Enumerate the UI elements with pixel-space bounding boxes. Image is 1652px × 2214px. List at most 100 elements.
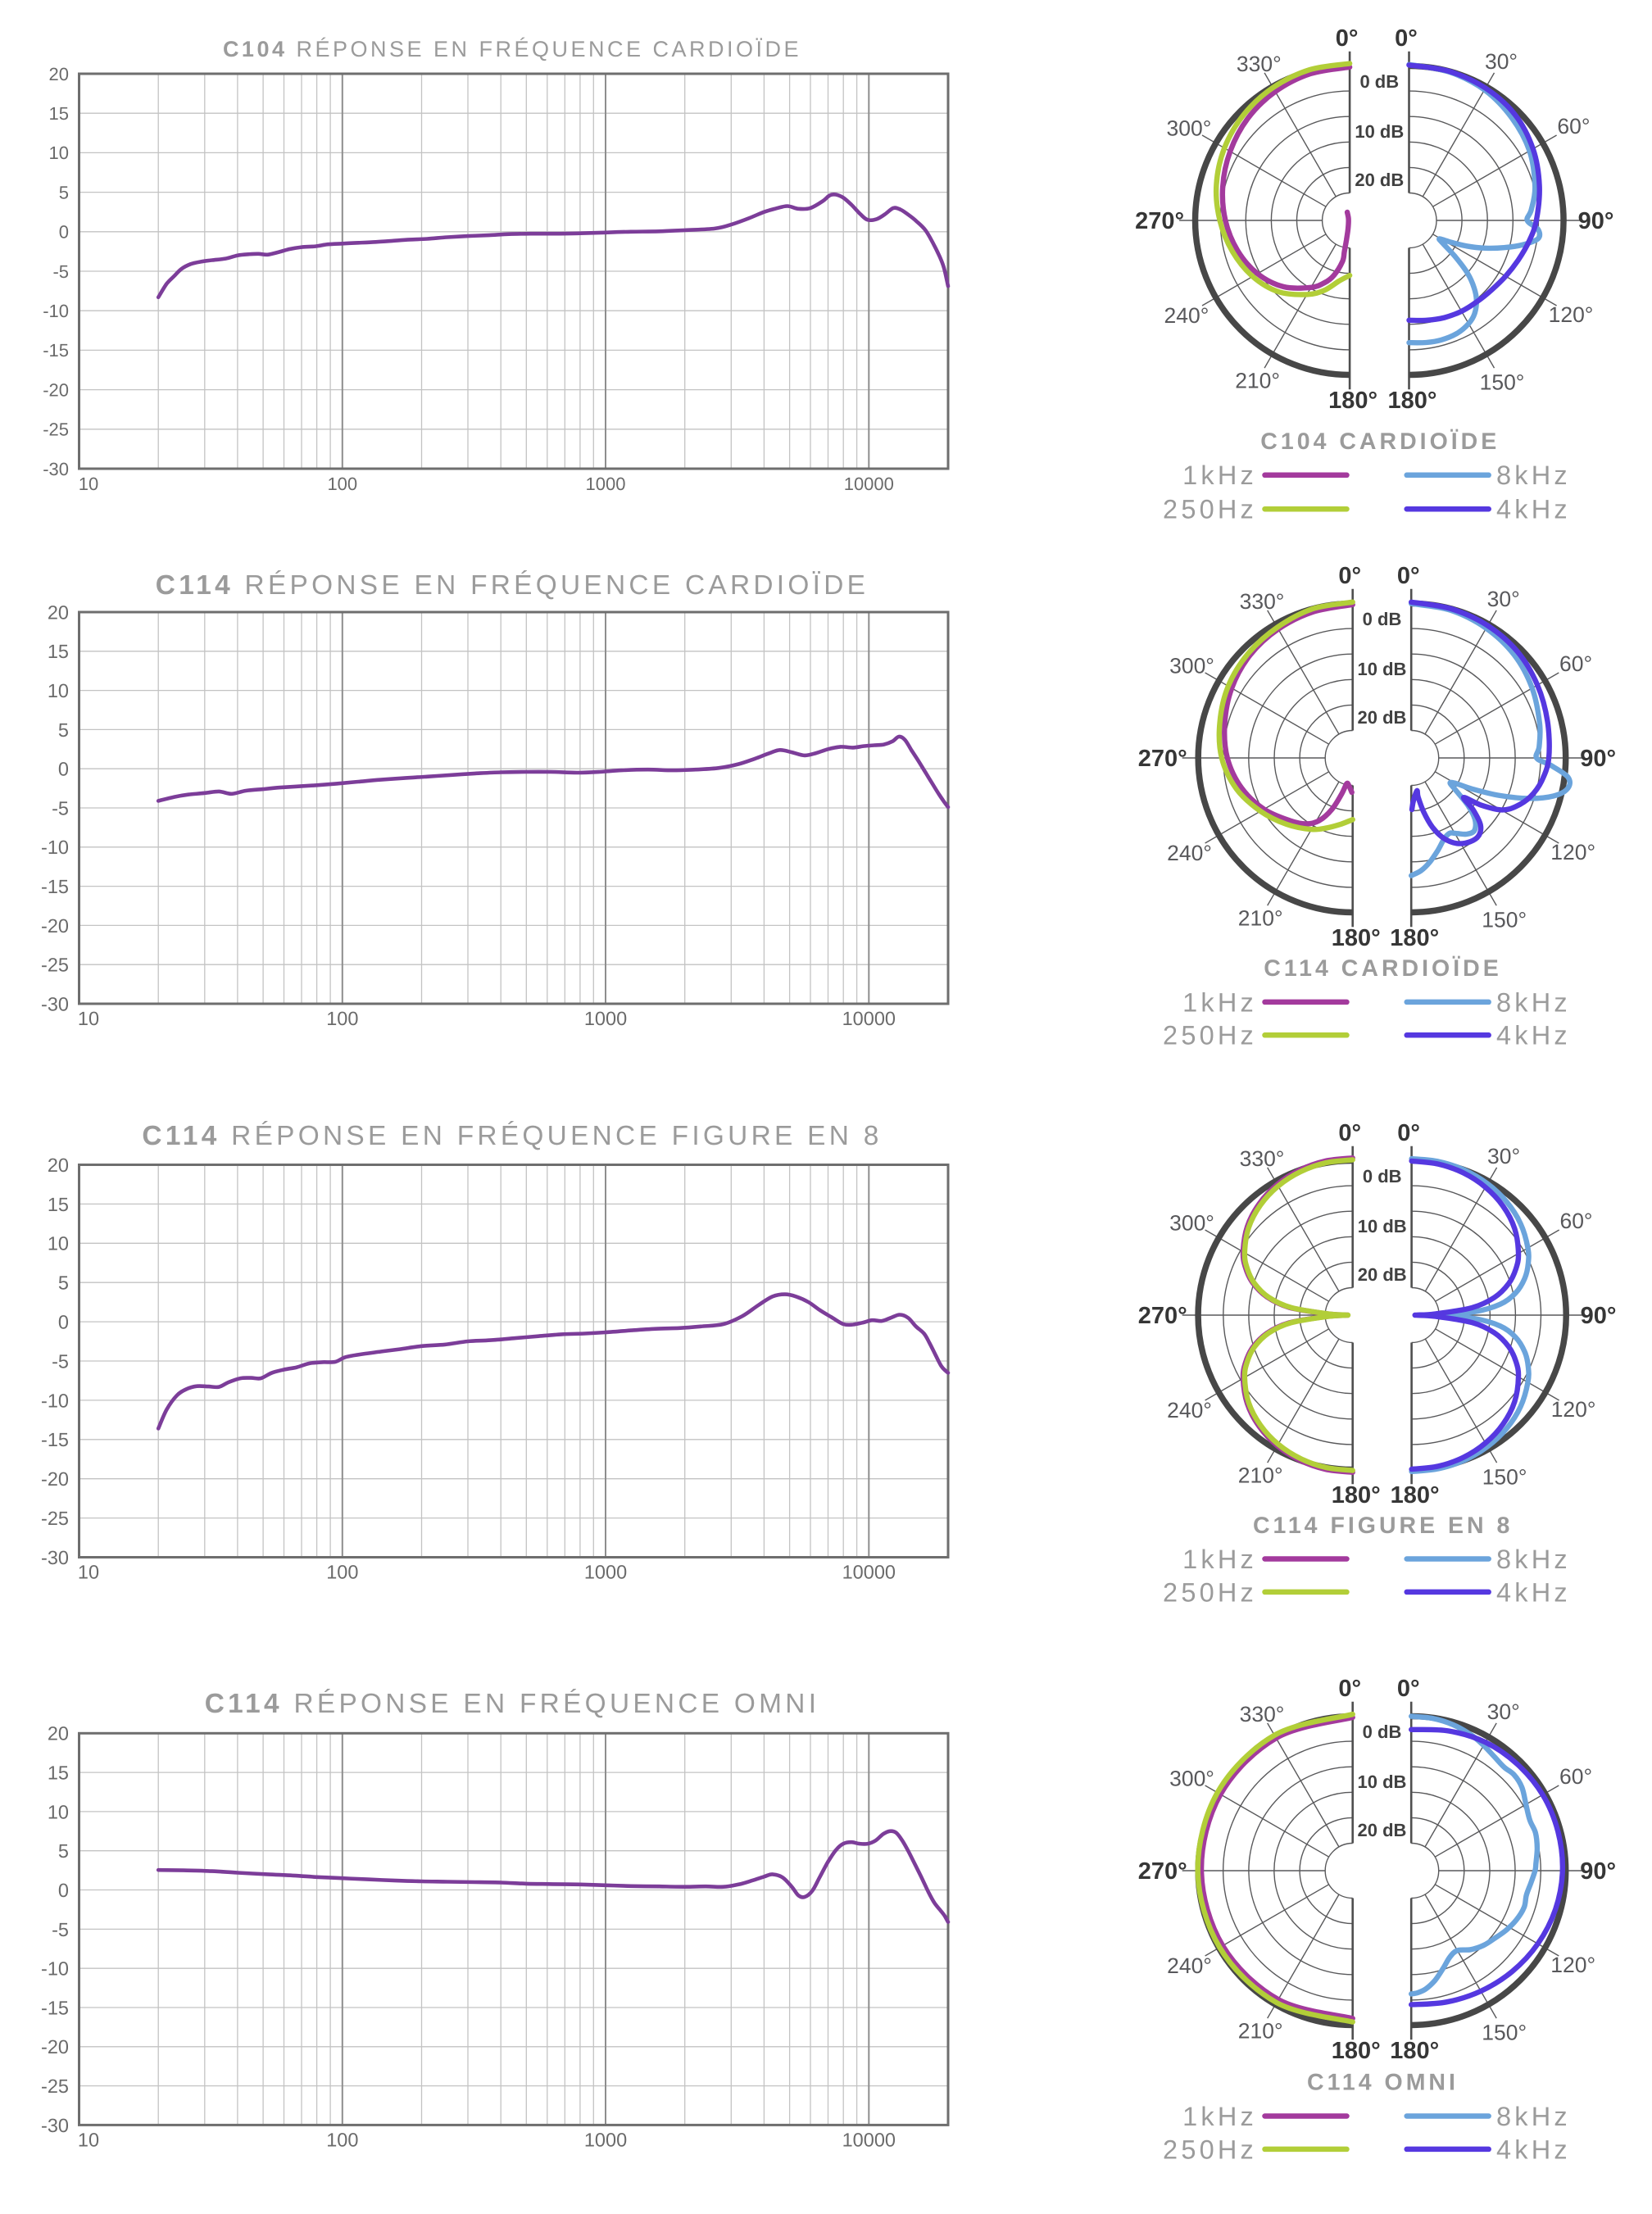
svg-text:10: 10 [48, 680, 69, 701]
svg-text:150°: 150° [1480, 370, 1525, 394]
svg-text:10 dB: 10 dB [1358, 1216, 1407, 1236]
svg-text:15: 15 [48, 1194, 69, 1215]
svg-text:60°: 60° [1559, 1209, 1592, 1233]
svg-text:-5: -5 [52, 1919, 69, 1940]
svg-text:270°: 270° [1138, 746, 1187, 772]
svg-text:-10: -10 [41, 1390, 69, 1411]
svg-text:5: 5 [58, 1273, 69, 1294]
svg-text:C114 RÉPONSE EN FRÉQUENCE CARD: C114 RÉPONSE EN FRÉQUENCE CARDIOÏDE [156, 570, 869, 601]
svg-text:5: 5 [58, 1840, 69, 1862]
svg-text:5: 5 [58, 719, 69, 741]
svg-text:4kHz: 4kHz [1496, 2135, 1571, 2164]
svg-text:1000: 1000 [584, 1008, 627, 1029]
svg-text:1kHz: 1kHz [1182, 987, 1257, 1017]
svg-text:10: 10 [78, 1562, 99, 1583]
svg-text:0°: 0° [1397, 563, 1420, 589]
svg-text:330°: 330° [1237, 52, 1282, 76]
svg-text:210°: 210° [1238, 1463, 1283, 1488]
svg-text:300°: 300° [1169, 1211, 1214, 1236]
svg-text:20 dB: 20 dB [1358, 1820, 1407, 1840]
svg-text:0°: 0° [1336, 25, 1359, 52]
svg-text:15: 15 [48, 1763, 69, 1784]
svg-text:240°: 240° [1167, 1953, 1212, 1978]
svg-text:-15: -15 [41, 876, 69, 897]
svg-text:120°: 120° [1550, 840, 1595, 864]
svg-text:8kHz: 8kHz [1496, 1545, 1571, 1574]
svg-text:10: 10 [78, 2129, 99, 2150]
svg-text:C114 FIGURE EN 8: C114 FIGURE EN 8 [1253, 1513, 1513, 1539]
svg-text:30°: 30° [1487, 1699, 1520, 1724]
svg-text:C104 CARDIOÏDE: C104 CARDIOÏDE [1260, 429, 1500, 455]
svg-text:8kHz: 8kHz [1496, 460, 1571, 490]
svg-text:4kHz: 4kHz [1496, 1577, 1571, 1607]
svg-text:60°: 60° [1559, 651, 1592, 676]
svg-text:30°: 30° [1485, 49, 1518, 74]
svg-text:90°: 90° [1578, 208, 1614, 234]
svg-text:20: 20 [48, 1155, 69, 1176]
svg-text:-10: -10 [41, 837, 69, 858]
svg-text:0°: 0° [1397, 1120, 1420, 1146]
svg-text:10 dB: 10 dB [1358, 659, 1407, 679]
svg-text:10000: 10000 [842, 1562, 896, 1583]
svg-text:100: 100 [326, 1008, 358, 1029]
svg-text:-5: -5 [52, 797, 69, 819]
svg-text:180°: 180° [1390, 2038, 1439, 2064]
svg-text:10: 10 [48, 1233, 69, 1254]
svg-text:1000: 1000 [584, 2129, 627, 2150]
svg-text:-20: -20 [41, 1468, 69, 1490]
svg-text:10000: 10000 [844, 474, 894, 494]
svg-text:210°: 210° [1238, 2019, 1283, 2044]
svg-text:250Hz: 250Hz [1163, 2135, 1257, 2164]
svg-text:120°: 120° [1549, 302, 1594, 327]
svg-text:330°: 330° [1240, 1702, 1285, 1726]
svg-text:120°: 120° [1550, 1953, 1595, 1977]
svg-text:-5: -5 [52, 1350, 69, 1372]
svg-text:10: 10 [48, 1801, 69, 1822]
svg-text:210°: 210° [1235, 369, 1280, 393]
svg-text:-30: -30 [41, 993, 69, 1014]
svg-text:8kHz: 8kHz [1496, 987, 1571, 1017]
svg-text:240°: 240° [1167, 1398, 1212, 1422]
svg-text:0: 0 [58, 1312, 69, 1333]
svg-text:60°: 60° [1559, 1764, 1592, 1789]
svg-text:0: 0 [58, 1880, 69, 1901]
svg-text:0 dB: 0 dB [1359, 71, 1399, 92]
svg-text:C114 RÉPONSE EN FRÉQUENCE FIGU: C114 RÉPONSE EN FRÉQUENCE FIGURE EN 8 [142, 1121, 882, 1151]
svg-text:0°: 0° [1338, 563, 1361, 589]
svg-text:5: 5 [59, 182, 69, 202]
svg-text:C104 RÉPONSE EN FRÉQUENCE CARD: C104 RÉPONSE EN FRÉQUENCE CARDIOÏDE [223, 37, 801, 61]
svg-text:90°: 90° [1580, 1858, 1616, 1885]
svg-text:60°: 60° [1557, 114, 1590, 138]
svg-text:15: 15 [48, 641, 69, 662]
svg-text:240°: 240° [1167, 841, 1212, 865]
svg-text:10 dB: 10 dB [1355, 121, 1404, 142]
svg-text:0: 0 [58, 759, 69, 780]
svg-text:20: 20 [48, 601, 69, 623]
svg-text:10: 10 [79, 474, 98, 494]
svg-text:180°: 180° [1391, 1482, 1440, 1509]
svg-text:150°: 150° [1482, 1464, 1527, 1489]
svg-text:300°: 300° [1166, 116, 1211, 141]
svg-text:4kHz: 4kHz [1496, 1021, 1571, 1050]
svg-text:1kHz: 1kHz [1182, 460, 1257, 490]
svg-text:30°: 30° [1487, 587, 1520, 611]
svg-text:330°: 330° [1240, 1146, 1285, 1171]
svg-text:180°: 180° [1332, 1482, 1381, 1509]
svg-text:15: 15 [49, 103, 69, 124]
svg-text:20 dB: 20 dB [1358, 707, 1407, 728]
svg-text:C114 RÉPONSE EN FRÉQUENCE OMNI: C114 RÉPONSE EN FRÉQUENCE OMNI [205, 1689, 820, 1719]
svg-text:C114 CARDIOÏDE: C114 CARDIOÏDE [1264, 955, 1501, 982]
svg-text:120°: 120° [1551, 1397, 1596, 1422]
svg-text:-20: -20 [41, 2036, 69, 2057]
svg-text:180°: 180° [1332, 925, 1381, 951]
svg-text:100: 100 [327, 474, 357, 494]
svg-text:30°: 30° [1487, 1144, 1520, 1168]
svg-text:0°: 0° [1395, 25, 1418, 52]
svg-text:150°: 150° [1482, 907, 1527, 932]
svg-text:-25: -25 [41, 955, 69, 976]
svg-text:10 dB: 10 dB [1358, 1772, 1407, 1792]
svg-text:1kHz: 1kHz [1182, 1545, 1257, 1574]
svg-text:250Hz: 250Hz [1163, 1577, 1257, 1607]
svg-text:0 dB: 0 dB [1363, 609, 1402, 629]
svg-text:1kHz: 1kHz [1182, 2102, 1257, 2131]
